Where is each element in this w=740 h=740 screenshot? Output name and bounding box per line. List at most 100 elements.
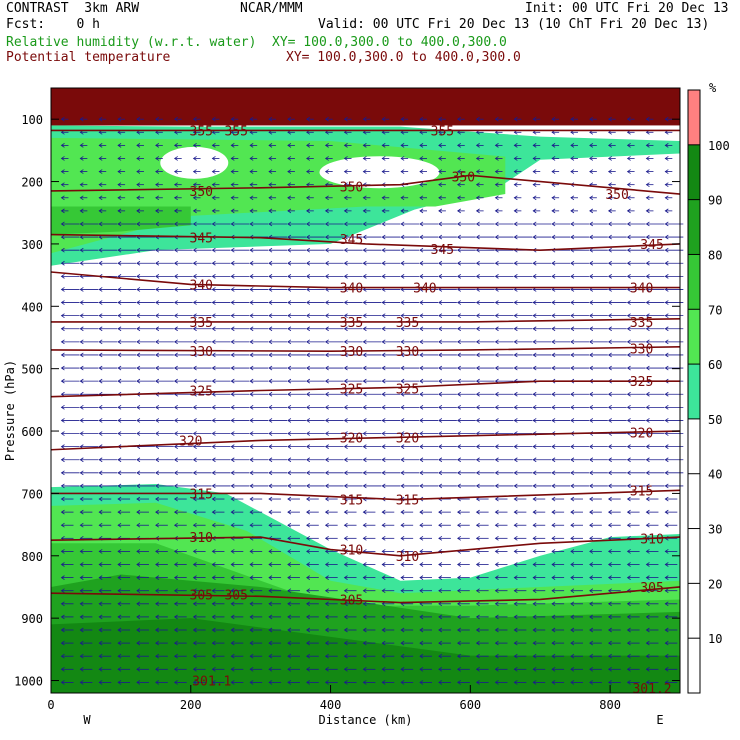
wind-head-1247 [532, 601, 537, 607]
wind-head-427 [626, 274, 631, 279]
wind-head-210 [268, 195, 273, 201]
wind-head-1203 [324, 588, 329, 594]
wind-head-1338 [381, 640, 386, 646]
wind-head-219 [438, 195, 443, 201]
wind-head-203 [136, 195, 141, 201]
wind-head-780 [438, 418, 443, 423]
wind-head-1428 [211, 680, 216, 685]
wind-head-678 [381, 378, 386, 384]
wind-head-897 [155, 470, 160, 476]
wind-head-802 [230, 431, 235, 436]
wind-head-1091 [79, 549, 84, 554]
wind-head-735 [211, 405, 216, 410]
colorbar-label-60: 60 [708, 358, 722, 372]
theta-label-325-2: 325 [396, 383, 419, 398]
wind-head-582 [438, 339, 443, 345]
wind-head-1101 [268, 549, 273, 554]
wind-head-107 [192, 156, 197, 161]
colorbar-label-50: 50 [708, 413, 722, 427]
wind-head-812 [419, 431, 424, 436]
wind-head-1147 [513, 562, 518, 567]
wind-head-421 [513, 274, 518, 279]
wind-head-1216 [570, 588, 575, 594]
wind-head-321 [494, 234, 499, 240]
wind-head-712 [400, 391, 405, 397]
wind-head-1261 [173, 614, 178, 620]
wind-head-961 [117, 496, 122, 502]
wind-head-623 [589, 352, 594, 358]
wind-head-331 [60, 247, 65, 253]
wind-head-476 [306, 300, 311, 305]
wind-head-1030 [173, 522, 178, 528]
wind-head-1383 [607, 653, 612, 659]
wind-head-133 [60, 169, 65, 174]
wind-head-1269 [324, 614, 329, 620]
theta-label-340-0: 340 [190, 278, 213, 293]
wind-head-403 [173, 274, 178, 279]
theta-label-330-1: 330 [340, 345, 363, 360]
wind-head-1422 [98, 680, 103, 685]
wind-head-608 [306, 352, 311, 358]
wind-head-337 [173, 247, 178, 253]
wind-head-955 [626, 483, 631, 489]
wind-head-526 [626, 313, 631, 318]
wind-head-243 [268, 208, 273, 214]
theta-label-330-0: 330 [190, 345, 213, 360]
wind-head-635 [192, 365, 197, 371]
wind-head-1169 [306, 575, 311, 580]
wind-head-1212 [494, 588, 499, 594]
wind-head-168 [98, 182, 103, 188]
wind-head-1404 [381, 666, 386, 672]
wind-head-1076 [419, 535, 424, 541]
wind-head-249 [381, 208, 386, 214]
wind-head-1205 [362, 588, 367, 594]
wind-head-164 [645, 169, 650, 174]
wind-head-1078 [457, 535, 461, 541]
wind-head-466 [117, 300, 122, 305]
wind-head-718 [513, 391, 518, 397]
wind-head-30 [607, 116, 612, 122]
wind-head-1372 [400, 653, 405, 659]
wind-head-72 [155, 143, 160, 148]
wind-head-1262 [192, 614, 197, 620]
wind-head-1119 [607, 549, 612, 554]
wind-head-748 [457, 405, 461, 410]
wind-head-1435 [343, 680, 348, 685]
wind-head-504 [211, 313, 216, 318]
wind-head-125 [532, 156, 537, 161]
wind-head-232 [60, 208, 65, 214]
wind-head-1143 [438, 562, 443, 567]
wind-head-1217 [589, 588, 594, 594]
wind-head-246 [324, 208, 329, 214]
wind-head-740 [306, 405, 311, 410]
wind-head-870 [268, 457, 273, 463]
wind-head-171 [155, 182, 160, 188]
wind-head-231 [664, 195, 669, 201]
wind-head-835 [230, 444, 235, 449]
colorbar-band-3 [688, 473, 700, 529]
wind-head-578 [362, 339, 367, 345]
wind-head-507 [268, 313, 273, 318]
wind-head-506 [249, 313, 254, 318]
wind-head-1155 [664, 562, 669, 567]
wind-head-1352 [645, 640, 650, 646]
wind-head-206 [192, 195, 197, 201]
wind-head-472 [230, 300, 235, 305]
wind-head-1123 [60, 562, 65, 567]
wind-head-248 [362, 208, 367, 214]
wind-head-727 [60, 405, 65, 410]
wind-head-1281 [551, 614, 556, 620]
wind-head-1267 [287, 614, 292, 620]
wind-head-369 [155, 260, 160, 266]
wind-head-848 [475, 444, 480, 449]
wind-head-296 [645, 221, 650, 227]
wind-head-1315 [570, 627, 575, 633]
wind-head-25 [513, 116, 518, 122]
wind-head-1373 [419, 653, 424, 659]
valid-time: Valid: 00 UTC Fri 20 Dec 13 (10 ChT Fri … [318, 17, 710, 32]
wind-head-930 [155, 483, 160, 489]
wind-head-516 [438, 313, 443, 318]
wind-head-766 [173, 418, 178, 423]
wind-head-1161 [155, 575, 160, 580]
wind-head-166 [60, 182, 65, 188]
